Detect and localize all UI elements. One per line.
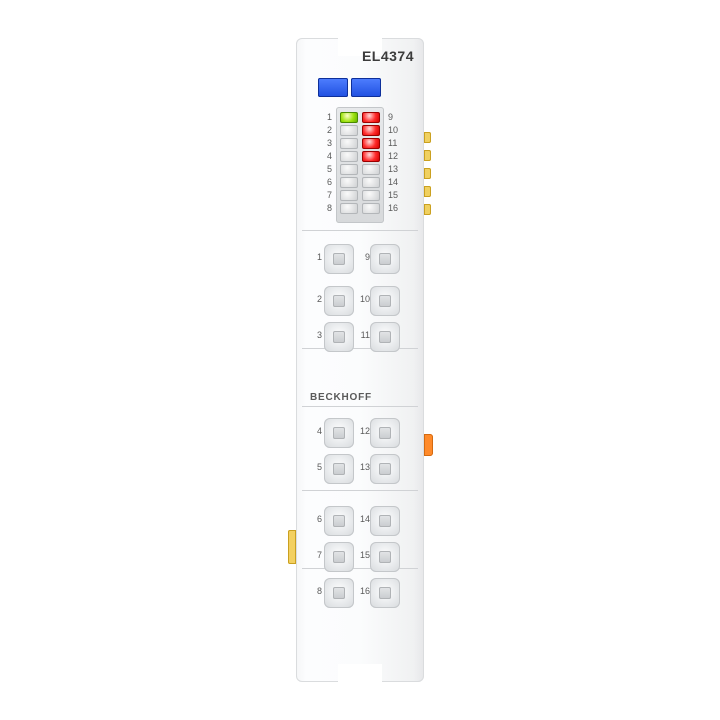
terminal-number: 6 [310,514,322,524]
terminal-row: 5 13 [310,454,410,484]
terminal-port [370,506,400,536]
release-lever [424,434,433,456]
status-led [340,151,358,162]
led-label: 5 [312,163,332,176]
led-label: 16 [388,202,408,215]
contact-tab [424,132,431,143]
led-label: 11 [388,137,408,150]
terminal-number: 10 [358,294,370,304]
led-label: 14 [388,176,408,189]
terminal-port [324,454,354,484]
terminal-port [370,286,400,316]
bus-indicator-right [351,78,381,97]
terminal-number: 11 [358,330,370,340]
product-title: EL4374 [362,48,414,64]
status-led [362,138,380,149]
terminal-number: 12 [358,426,370,436]
contact-tab [424,186,431,197]
terminal-port [370,322,400,352]
status-led [340,112,358,123]
status-led [340,125,358,136]
status-led [362,177,380,188]
brand-label: BECKHOFF [310,392,372,403]
status-led [362,112,380,123]
terminal-number: 7 [310,550,322,560]
terminal-port [370,578,400,608]
bus-indicators [318,78,381,97]
terminal-number: 8 [310,586,322,596]
terminal-number: 14 [358,514,370,524]
section-divider [302,406,418,407]
led-label: 10 [388,124,408,137]
section-divider [302,230,418,231]
status-led [362,151,380,162]
contact-tab [424,204,431,215]
led-label: 9 [388,111,408,124]
side-pin [288,530,296,564]
terminal-number: 2 [310,294,322,304]
led-label: 7 [312,189,332,202]
led-label: 12 [388,150,408,163]
terminal-row: 8 16 [310,578,410,608]
status-led [362,125,380,136]
terminal-module: EL4374 19210311412513614715816 BECKHOFF … [296,38,424,682]
status-led [362,190,380,201]
led-label: 2 [312,124,332,137]
terminal-number: 15 [358,550,370,560]
led-label: 1 [312,111,332,124]
contact-tab [424,150,431,161]
terminal-port [324,244,354,274]
status-led [340,177,358,188]
contact-tab [424,168,431,179]
terminal-port [324,542,354,572]
section-divider [302,490,418,491]
terminal-port [324,506,354,536]
product-diagram: EL4374 19210311412513614715816 BECKHOFF … [0,0,720,720]
terminal-row: 7 15 [310,542,410,572]
terminal-number: 9 [358,252,370,262]
terminal-number: 5 [310,462,322,472]
terminal-number: 13 [358,462,370,472]
terminal-port [324,418,354,448]
terminal-number: 1 [310,252,322,262]
status-led [340,190,358,201]
led-label: 8 [312,202,332,215]
led-label: 6 [312,176,332,189]
terminal-port [324,286,354,316]
status-led [362,203,380,214]
terminal-port [370,542,400,572]
terminal-row: 3 11 [310,322,410,352]
led-label: 3 [312,137,332,150]
terminal-port [324,322,354,352]
status-led [340,203,358,214]
terminal-port [370,244,400,274]
terminal-row: 6 14 [310,506,410,536]
led-label: 13 [388,163,408,176]
led-grid [336,107,384,223]
bus-indicator-left [318,78,348,97]
status-led [362,164,380,175]
terminal-port [324,578,354,608]
status-led [340,164,358,175]
terminal-row: 4 12 [310,418,410,448]
status-led [340,138,358,149]
terminal-number: 16 [358,586,370,596]
terminal-row: 19 [310,244,410,274]
terminal-port [370,454,400,484]
led-label: 4 [312,150,332,163]
terminal-number: 3 [310,330,322,340]
terminal-port [370,418,400,448]
terminal-row: 2 10 [310,286,410,316]
led-block: 1 9 2 10 3 11 4 12 5 13 6 14 7 15 8 16 [312,107,408,223]
led-label: 15 [388,189,408,202]
rail-notch-bottom [338,664,382,684]
terminal-number: 4 [310,426,322,436]
